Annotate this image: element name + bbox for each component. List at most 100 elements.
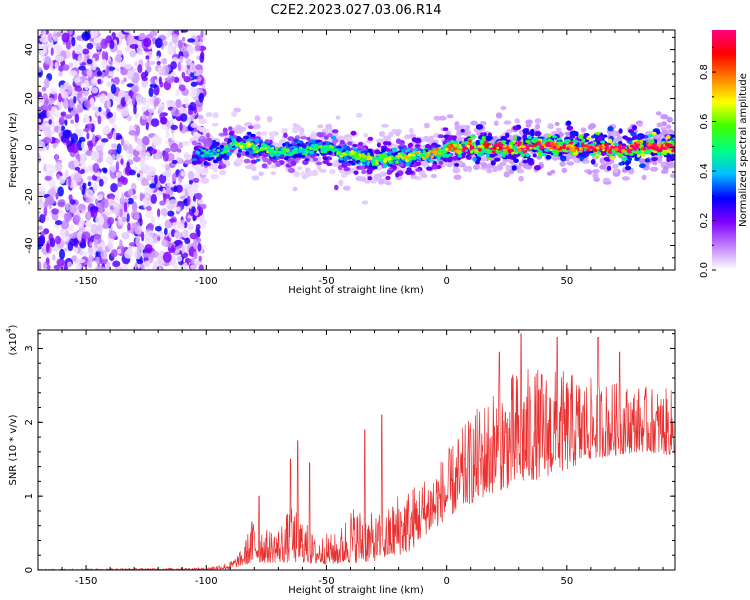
heatmap-cell <box>184 154 193 159</box>
heatmap-cell <box>62 64 70 71</box>
heatmap-cell <box>183 204 190 210</box>
heatmap-cell <box>64 119 68 126</box>
spectrogram-ylabel: Frequency (Hz) <box>8 112 19 188</box>
heatmap-cell <box>88 254 92 264</box>
heatmap-cell <box>534 118 542 124</box>
heatmap-cell <box>176 255 183 262</box>
x-tick-label: 50 <box>560 576 573 587</box>
heatmap-cell <box>493 120 499 126</box>
heatmap-cell <box>57 186 64 197</box>
heatmap-cell <box>448 147 452 152</box>
heatmap-cell <box>600 151 607 156</box>
heatmap-cell <box>274 150 279 153</box>
heatmap-cell <box>52 254 56 261</box>
heatmap-cell <box>594 155 599 159</box>
heatmap-cell <box>151 177 155 185</box>
heatmap-cell <box>608 138 613 144</box>
heatmap-cell <box>156 60 161 66</box>
heatmap-cell <box>381 148 386 153</box>
heatmap-cell <box>127 69 134 80</box>
heatmap-cell <box>129 44 139 49</box>
heatmap-cell <box>161 163 166 168</box>
heatmap-cell <box>358 142 363 146</box>
heatmap-cell <box>543 138 548 142</box>
heatmap-cell <box>498 141 502 146</box>
heatmap-cell <box>149 61 156 65</box>
heatmap-cell <box>446 114 454 119</box>
heatmap-cell <box>459 146 463 149</box>
heatmap-cell <box>90 223 99 235</box>
heatmap-cell <box>382 141 390 146</box>
heatmap-cell <box>610 145 614 149</box>
heatmap-cell <box>172 221 176 231</box>
heatmap-cell <box>38 225 43 231</box>
heatmap-cell <box>558 132 564 137</box>
heatmap-cell <box>109 60 113 67</box>
heatmap-cell <box>219 144 224 149</box>
y-tick-label: -20 <box>24 188 35 204</box>
figure-title: C2E2.2023.027.03.06.R14 <box>270 3 441 18</box>
heatmap-cell <box>640 152 646 157</box>
heatmap-cell <box>415 161 422 166</box>
heatmap-cell <box>655 111 662 116</box>
heatmap-cell <box>196 145 202 149</box>
heatmap-cell <box>336 151 341 155</box>
heatmap-cell <box>121 177 128 186</box>
heatmap-cell <box>60 111 67 117</box>
heatmap-cell <box>500 105 507 111</box>
heatmap-cell <box>520 153 526 157</box>
heatmap-cell <box>157 236 161 242</box>
heatmap-cell <box>135 144 144 152</box>
heatmap-cell <box>293 170 300 178</box>
heatmap-cell <box>662 169 669 174</box>
heatmap-cell <box>238 149 242 153</box>
heatmap-cell <box>102 168 108 174</box>
heatmap-cell <box>110 165 116 173</box>
heatmap-cell <box>281 127 289 135</box>
heatmap-cell <box>89 97 95 107</box>
colorbar-gradient <box>712 30 736 270</box>
heatmap-cell <box>371 162 376 166</box>
heatmap-cell <box>254 138 260 143</box>
heatmap-cell <box>149 183 157 189</box>
heatmap-cell <box>649 166 659 172</box>
heatmap-cell <box>143 198 147 209</box>
heatmap-cell <box>86 58 93 65</box>
heatmap-cell <box>85 198 93 204</box>
heatmap-cell <box>192 177 200 183</box>
heatmap-cell <box>352 147 357 151</box>
heatmap-cell <box>414 144 421 148</box>
heatmap-cell <box>90 30 99 38</box>
heatmap-cell <box>289 151 294 154</box>
heatmap-cell <box>522 159 529 164</box>
heatmap-cell <box>270 171 276 176</box>
heatmap-cell <box>140 158 146 168</box>
heatmap-cell <box>260 131 268 136</box>
heatmap-cell <box>161 239 168 247</box>
heatmap-cell <box>617 152 623 157</box>
heatmap-cell <box>39 196 42 204</box>
heatmap-cell <box>618 128 623 134</box>
heatmap-cell <box>151 250 160 258</box>
heatmap-cell <box>652 142 657 146</box>
heatmap-cell <box>407 170 414 174</box>
heatmap-cell <box>95 198 99 205</box>
heatmap-cell <box>198 119 207 125</box>
heatmap-cell <box>190 264 197 270</box>
heatmap-cell <box>300 171 306 176</box>
heatmap-cell <box>175 206 181 212</box>
heatmap-cell <box>47 97 55 105</box>
heatmap-cell <box>210 173 219 180</box>
heatmap-cell <box>350 130 357 136</box>
heatmap-cell <box>148 166 157 177</box>
heatmap-cell <box>58 93 62 103</box>
heatmap-cell <box>111 154 116 161</box>
heatmap-cell <box>194 192 203 200</box>
heatmap-cell <box>482 143 488 146</box>
heatmap-cell <box>54 153 59 162</box>
heatmap-cell <box>38 112 46 118</box>
heatmap-cell <box>150 194 157 204</box>
heatmap-cell <box>525 152 530 158</box>
colorbar: 0.00.20.40.60.8 Normalized spectral ampl… <box>699 30 749 278</box>
